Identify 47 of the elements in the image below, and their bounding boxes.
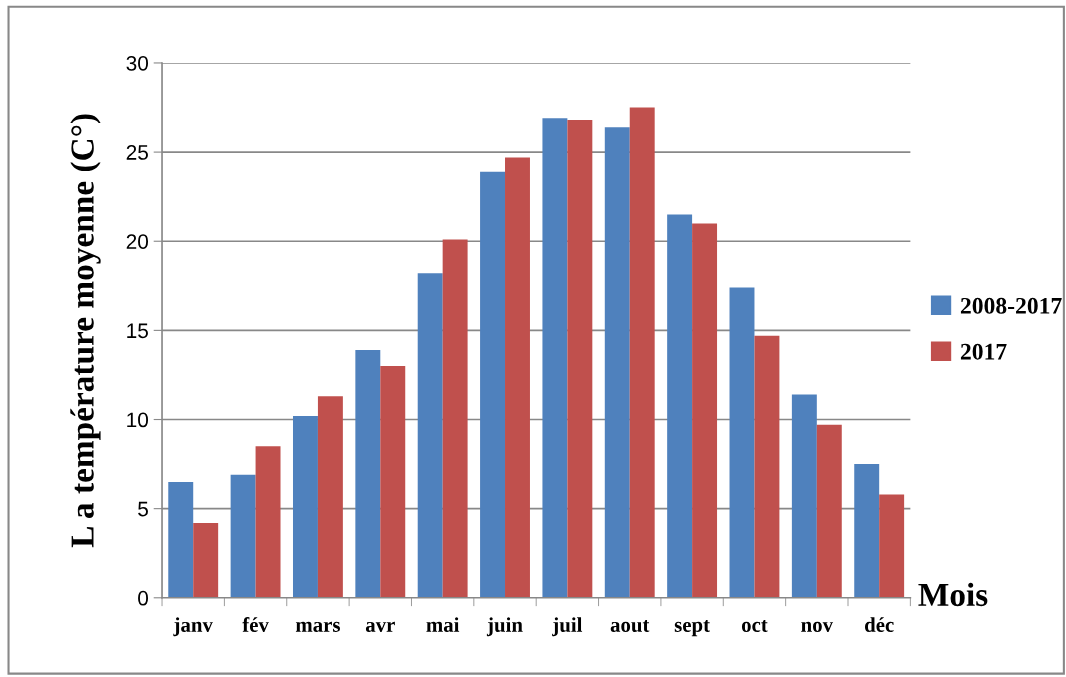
x-tick-label: fév bbox=[242, 617, 269, 632]
x-tick-label: janv bbox=[173, 617, 213, 637]
bar bbox=[193, 522, 219, 598]
y-tick-label: 20 bbox=[126, 234, 149, 249]
x-tick-label: nov bbox=[801, 621, 834, 632]
x-axis-title: Mois bbox=[918, 582, 988, 607]
x-tick-label: aout bbox=[610, 619, 650, 632]
x-tick-label: juin bbox=[486, 617, 523, 637]
bar bbox=[442, 239, 468, 598]
bar bbox=[879, 494, 905, 598]
y-tick-label: 15 bbox=[127, 323, 148, 339]
x-tick-label: mars bbox=[295, 621, 340, 632]
bar bbox=[692, 223, 718, 598]
bar bbox=[230, 474, 256, 598]
bar bbox=[355, 349, 381, 598]
bar bbox=[604, 127, 630, 598]
bar bbox=[629, 107, 655, 598]
bar bbox=[292, 415, 318, 598]
x-tick-label: sept bbox=[674, 619, 710, 637]
x-tick-label: oct bbox=[741, 619, 768, 632]
bar bbox=[255, 446, 281, 598]
bar bbox=[854, 464, 880, 598]
bar bbox=[791, 394, 817, 598]
bar bbox=[754, 335, 780, 598]
bar bbox=[729, 287, 755, 598]
bar bbox=[567, 120, 593, 598]
legend-label: 2017 bbox=[960, 343, 1007, 360]
y-tick-label: 0 bbox=[138, 590, 149, 606]
y-tick-label: 5 bbox=[138, 501, 148, 517]
bar bbox=[417, 273, 443, 598]
y-tick-label: 30 bbox=[126, 55, 149, 71]
bar bbox=[380, 366, 406, 598]
x-tick-label: déc bbox=[864, 617, 894, 632]
y-tick-label: 25 bbox=[126, 145, 148, 160]
bar bbox=[816, 424, 842, 598]
bar bbox=[505, 157, 530, 598]
bar bbox=[317, 396, 343, 598]
x-tick-label: avr bbox=[365, 621, 395, 632]
y-tick-label: 10 bbox=[127, 412, 149, 428]
bar bbox=[168, 481, 194, 598]
y-axis-title: L a température moyenne (C°) bbox=[70, 114, 101, 548]
x-tick-label: mai bbox=[426, 617, 460, 632]
legend-label: 2008-2017 bbox=[960, 297, 1062, 314]
bar bbox=[667, 214, 693, 598]
bar bbox=[480, 171, 506, 598]
bar bbox=[542, 118, 568, 598]
x-tick-label: juil bbox=[552, 617, 583, 637]
